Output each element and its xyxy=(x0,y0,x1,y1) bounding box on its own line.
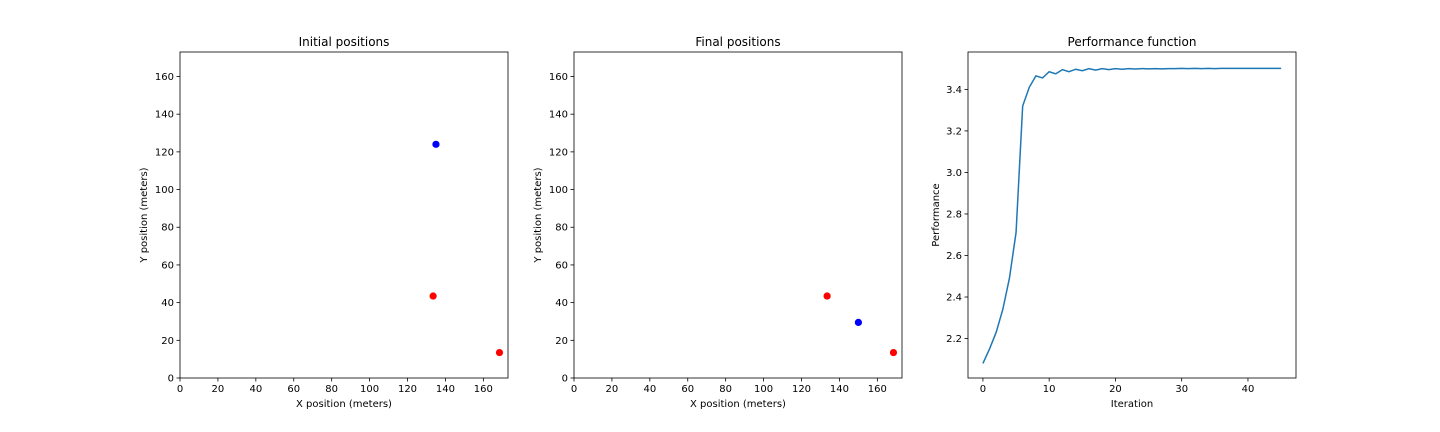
scatter-point xyxy=(495,348,504,357)
x-axis-label: Iteration xyxy=(1111,399,1153,410)
y-tick-label: 60 xyxy=(555,260,568,271)
y-tick-label: 20 xyxy=(161,336,174,347)
x-tick-label: 140 xyxy=(436,384,455,395)
x-tick-label: 20 xyxy=(606,384,619,395)
scatter-point xyxy=(823,292,831,300)
y-tick-label: 0 xyxy=(562,374,568,385)
y-tick-label: 0 xyxy=(168,374,174,385)
y-tick-label: 40 xyxy=(161,298,174,309)
x-tick-label: 0 xyxy=(177,384,183,395)
x-tick-label: 60 xyxy=(287,384,300,395)
x-tick-label: 20 xyxy=(212,384,225,395)
plot-title: Final positions xyxy=(695,35,780,49)
plot-title: Initial positions xyxy=(299,35,390,49)
scatter-point xyxy=(432,140,440,148)
x-axis-label: X position (meters) xyxy=(690,399,786,410)
x-tick-label: 160 xyxy=(474,384,493,395)
axes-frame xyxy=(179,51,509,379)
scatter-point xyxy=(854,318,862,327)
y-tick-label: 80 xyxy=(555,223,568,234)
y-tick-label: 3.2 xyxy=(946,126,962,137)
x-tick-label: 60 xyxy=(681,384,694,395)
x-tick-label: 0 xyxy=(571,384,577,395)
y-tick-label: 100 xyxy=(549,185,568,196)
x-tick-label: 40 xyxy=(643,384,656,395)
axes-frame xyxy=(967,51,1297,379)
y-tick-label: 3.4 xyxy=(946,85,962,96)
y-tick-label: 140 xyxy=(155,110,174,121)
performance-function-plot: Performance function 0 10 20 30 40 2.2 2.4 2.6 2.… xyxy=(931,35,1297,410)
y-tick-label: 80 xyxy=(161,223,174,234)
x-tick-label: 80 xyxy=(719,384,732,395)
x-axis-label: X position (meters) xyxy=(296,399,392,410)
y-axis-label: Y position (meters) xyxy=(139,167,150,263)
x-tick-label: 30 xyxy=(1175,384,1188,395)
x-tick-label: 100 xyxy=(360,384,379,395)
y-tick-label: 120 xyxy=(549,147,568,158)
scatter-point xyxy=(889,348,898,357)
x-tick-label: 140 xyxy=(830,384,849,395)
y-tick-label: 2.6 xyxy=(946,251,962,262)
y-tick-label: 2.2 xyxy=(946,334,962,345)
x-tick-label: 120 xyxy=(398,384,417,395)
y-tick-label: 140 xyxy=(549,110,568,121)
y-tick-label: 60 xyxy=(161,260,174,271)
x-tick-label: 40 xyxy=(1242,384,1255,395)
scatter-point xyxy=(429,292,437,300)
x-tick-label: 80 xyxy=(325,384,338,395)
x-tick-label: 40 xyxy=(249,384,262,395)
x-tick-label: 120 xyxy=(792,384,811,395)
x-tick-label: 0 xyxy=(980,384,986,395)
axes-frame xyxy=(573,51,903,379)
y-tick-label: 40 xyxy=(555,298,568,309)
performance-line xyxy=(982,67,1282,364)
plot-title: Performance function xyxy=(1068,35,1197,49)
y-tick-label: 120 xyxy=(155,147,174,158)
y-tick-label: 20 xyxy=(555,336,568,347)
y-axis-label: Performance xyxy=(931,183,942,246)
x-tick-label: 160 xyxy=(868,384,887,395)
y-axis-label: Y position (meters) xyxy=(533,167,544,263)
x-tick-label: 20 xyxy=(1109,384,1122,395)
y-tick-label: 100 xyxy=(155,185,174,196)
y-tick-label: 2.4 xyxy=(946,293,962,304)
y-tick-label: 160 xyxy=(155,72,174,83)
x-tick-label: 10 xyxy=(1043,384,1056,395)
y-tick-label: 160 xyxy=(549,72,568,83)
x-tick-label: 100 xyxy=(754,384,773,395)
y-tick-label: 3.0 xyxy=(946,168,962,179)
y-tick-label: 2.8 xyxy=(946,209,962,220)
final-positions-plot: Final positions 0 20 40 60 80 100 120 140 160 0 20 4… xyxy=(533,35,903,410)
initial-positions-plot: Initial positions 0 20 40 60 80 100 120 140 160 0 2… xyxy=(139,35,509,410)
